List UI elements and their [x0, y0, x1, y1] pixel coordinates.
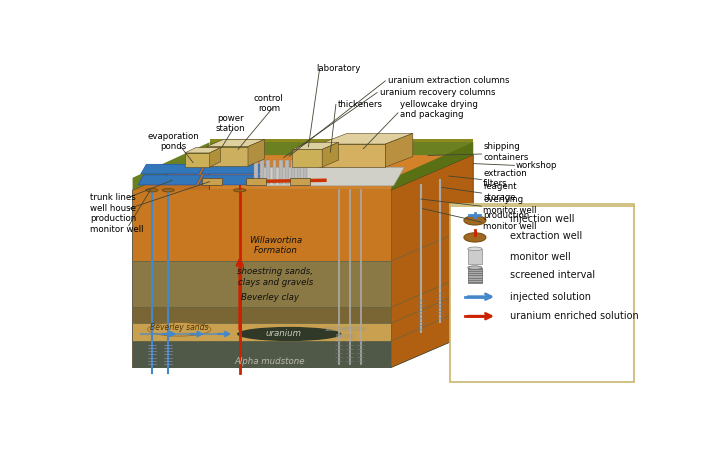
Text: submersible
pump: submersible pump	[325, 326, 367, 339]
Bar	[246, 178, 266, 185]
Polygon shape	[248, 139, 264, 166]
Polygon shape	[185, 148, 220, 153]
Polygon shape	[251, 167, 405, 186]
Text: uranium: uranium	[266, 329, 302, 338]
Polygon shape	[133, 323, 391, 341]
Polygon shape	[185, 153, 210, 167]
Bar	[279, 160, 283, 184]
Text: shipping
containers: shipping containers	[483, 142, 528, 161]
Text: control
room: control room	[254, 94, 284, 113]
Text: reagent
storage: reagent storage	[483, 182, 517, 201]
Text: extraction well: extraction well	[510, 230, 582, 241]
Ellipse shape	[468, 247, 482, 250]
Text: yellowcake drying
and packaging: yellowcake drying and packaging	[400, 100, 478, 119]
Text: production
monitor well: production monitor well	[90, 214, 144, 234]
Text: Alpha mudstone: Alpha mudstone	[235, 357, 305, 366]
Polygon shape	[207, 147, 248, 166]
Polygon shape	[138, 175, 201, 185]
Polygon shape	[391, 155, 474, 368]
Bar	[260, 160, 264, 184]
Text: monitor well: monitor well	[510, 252, 570, 261]
Polygon shape	[133, 155, 474, 190]
Text: extraction
filters: extraction filters	[483, 169, 527, 188]
Polygon shape	[386, 133, 413, 167]
Polygon shape	[210, 148, 220, 167]
Polygon shape	[334, 153, 348, 164]
Polygon shape	[133, 341, 391, 368]
Text: evaporation
ponds: evaporation ponds	[148, 132, 200, 151]
Bar	[468, 267, 482, 283]
Ellipse shape	[464, 233, 486, 242]
Ellipse shape	[162, 189, 174, 192]
Text: screened interval: screened interval	[510, 271, 595, 280]
Bar	[290, 178, 310, 185]
Polygon shape	[210, 139, 474, 142]
Polygon shape	[210, 142, 474, 155]
Text: Beverley clay: Beverley clay	[241, 293, 299, 302]
Text: laboratory: laboratory	[316, 64, 361, 73]
Ellipse shape	[334, 151, 348, 155]
Polygon shape	[141, 164, 204, 174]
Bar	[285, 160, 289, 184]
Text: workshop: workshop	[516, 161, 557, 170]
Bar	[303, 160, 307, 184]
Ellipse shape	[147, 323, 211, 336]
Polygon shape	[320, 153, 335, 164]
Polygon shape	[133, 190, 391, 368]
Ellipse shape	[320, 151, 335, 155]
Text: production
monitor well: production monitor well	[483, 212, 537, 231]
Polygon shape	[133, 190, 391, 261]
Ellipse shape	[146, 189, 158, 192]
Polygon shape	[133, 307, 391, 323]
Ellipse shape	[468, 266, 482, 269]
Polygon shape	[133, 261, 391, 307]
Text: injection well: injection well	[510, 213, 574, 224]
Bar	[272, 160, 277, 184]
Text: well house: well house	[90, 204, 136, 213]
Polygon shape	[391, 142, 474, 190]
Polygon shape	[199, 175, 262, 185]
Ellipse shape	[464, 216, 486, 225]
Bar	[297, 160, 301, 184]
FancyBboxPatch shape	[450, 204, 635, 382]
Text: shoestring sands,
clays and gravels: shoestring sands, clays and gravels	[238, 267, 313, 287]
Ellipse shape	[327, 151, 341, 155]
Text: overlying
monitor well: overlying monitor well	[483, 195, 537, 215]
Bar	[468, 249, 482, 265]
Polygon shape	[327, 153, 342, 164]
Text: power
station: power station	[216, 114, 245, 133]
Polygon shape	[322, 142, 339, 167]
Polygon shape	[319, 144, 386, 167]
Text: thickeners: thickeners	[337, 100, 383, 109]
Polygon shape	[207, 139, 264, 147]
Bar	[291, 160, 295, 184]
Ellipse shape	[237, 327, 342, 341]
Text: injected solution: injected solution	[510, 292, 591, 301]
Text: Beverley sands: Beverley sands	[150, 324, 208, 332]
Polygon shape	[133, 142, 210, 190]
Bar	[202, 178, 222, 185]
Text: trunk lines: trunk lines	[90, 193, 136, 202]
Polygon shape	[201, 164, 264, 174]
Polygon shape	[292, 142, 339, 149]
Text: uranium extraction columns: uranium extraction columns	[388, 77, 510, 85]
Ellipse shape	[234, 189, 246, 192]
Polygon shape	[292, 149, 322, 167]
Text: Willawortina
Formation: Willawortina Formation	[249, 236, 302, 255]
Bar	[267, 160, 270, 184]
Polygon shape	[133, 155, 210, 368]
Polygon shape	[319, 133, 413, 144]
Bar	[254, 160, 258, 184]
Text: uranium enriched solution: uranium enriched solution	[510, 311, 638, 321]
Text: uranium recovery columns: uranium recovery columns	[380, 88, 496, 97]
